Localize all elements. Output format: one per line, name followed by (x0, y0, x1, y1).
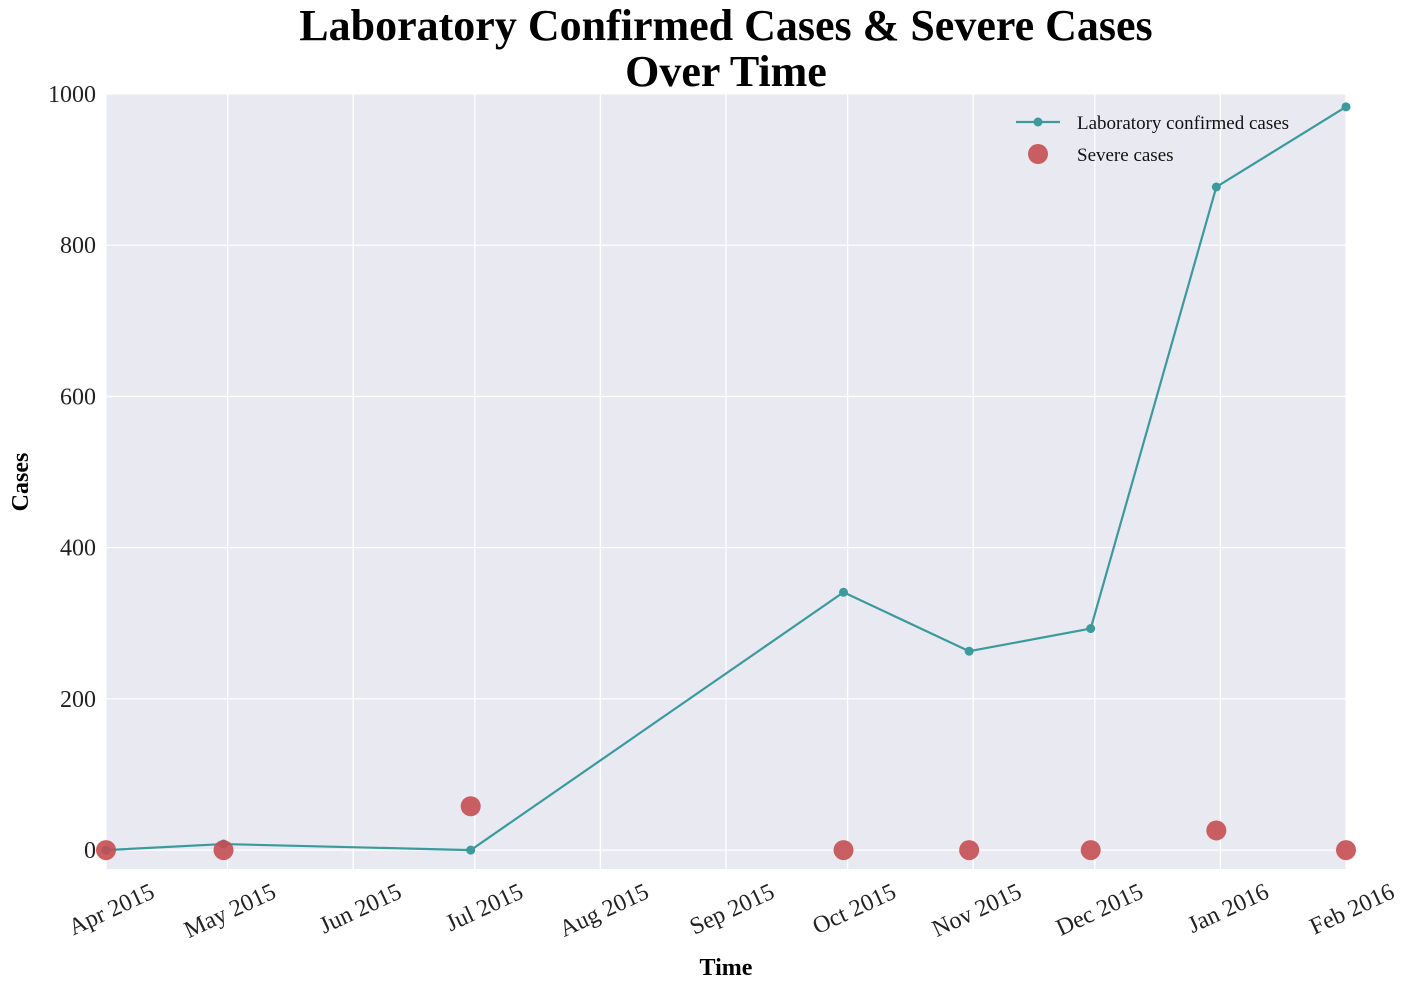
severe-cases-point (959, 840, 980, 861)
severe-cases-point (96, 840, 116, 861)
severe-cases-point (460, 796, 481, 817)
y-tick-label: 400 (60, 536, 96, 562)
x-tick-label: May 2015 (180, 879, 280, 944)
confirmed-cases-point (1086, 624, 1096, 634)
x-axis-title: Time (700, 955, 753, 981)
y-axis-title: Cases (8, 453, 34, 512)
x-tick-label: Feb 2016 (1306, 879, 1399, 941)
severe-cases-point (1336, 840, 1356, 861)
x-tick-label: Aug 2015 (556, 879, 653, 943)
confirmed-cases-point (1341, 102, 1351, 112)
legend-marker-swatch (1033, 117, 1043, 127)
y-tick-label: 1000 (48, 82, 96, 108)
severe-cases-point (213, 840, 234, 861)
x-tick-label: Oct 2015 (809, 879, 900, 940)
y-tick-label: 600 (60, 384, 96, 410)
chart-subtitle: Over Time (625, 47, 827, 96)
grid-lines (105, 93, 1347, 869)
y-tick-label: 0 (84, 838, 96, 864)
x-tick-label: Dec 2015 (1052, 879, 1147, 942)
series-layer (96, 102, 1356, 861)
severe-cases-point (1080, 840, 1101, 861)
chart-title: Laboratory Confirmed Cases & Severe Case… (299, 1, 1152, 50)
x-tick-label: Jun 2015 (316, 879, 406, 939)
confirmed-cases-line (105, 105, 1347, 852)
x-tick-label: Sep 2015 (686, 879, 779, 941)
confirmed-cases-point (964, 646, 974, 656)
confirmed-cases-point (839, 587, 849, 597)
legend-label: Severe cases (1077, 145, 1174, 166)
x-tick-label: Nov 2015 (928, 879, 1025, 943)
legend-label: Laboratory confirmed cases (1077, 113, 1289, 134)
confirmed-cases-point (466, 845, 476, 855)
confirmed-cases-point (1211, 182, 1221, 192)
x-tick-label: Apr 2015 (65, 879, 159, 941)
severe-cases-point (833, 840, 854, 861)
severe-cases-point (1206, 820, 1227, 841)
x-tick-label: Jul 2015 (442, 879, 527, 937)
legend: Laboratory confirmed cases Severe cases (1016, 113, 1289, 166)
x-tick-label: Jan 2016 (1184, 879, 1273, 939)
legend-marker-swatch (1028, 144, 1048, 164)
y-tick-label: 200 (60, 687, 96, 713)
y-tick-label: 800 (60, 233, 96, 259)
